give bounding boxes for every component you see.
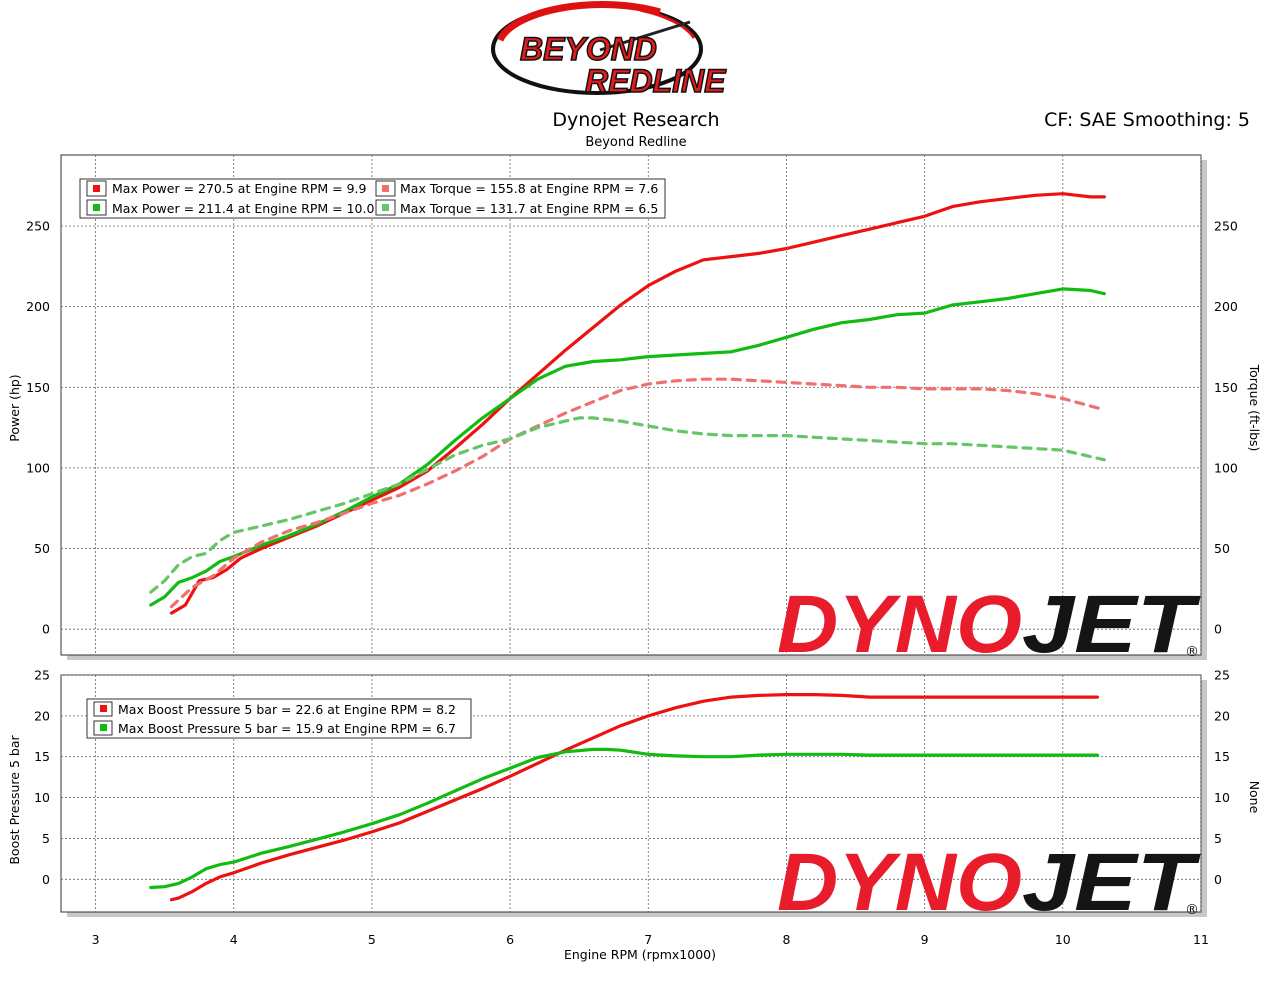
legend-boost-run1: Max Boost Pressure 5 bar = 22.6 at Engin… — [118, 702, 456, 717]
x-tick-label: 11 — [1193, 932, 1209, 947]
y2-tick-label: 0 — [1214, 622, 1222, 637]
y-tick-label: 5 — [42, 831, 50, 846]
boost-right-axis-title: None — [1247, 781, 1262, 814]
y2-tick-label: 250 — [1214, 218, 1238, 233]
legend-torque-run2: Max Torque = 131.7 at Engine RPM = 6.5 — [400, 201, 658, 216]
boost-series-run2 — [149, 747, 1099, 890]
logo-line2: REDLINE — [585, 63, 727, 99]
legend-swatch-power-run2 — [93, 204, 100, 211]
chart-subtitle: Beyond Redline — [585, 135, 686, 150]
y2-tick-label: 100 — [1214, 460, 1238, 475]
watermark-dyno-text: DYNO — [777, 837, 1022, 928]
x-tick-label: 6 — [506, 932, 514, 947]
y-tick-label: 20 — [34, 708, 50, 723]
y-tick-label: 100 — [26, 460, 50, 475]
y2-tick-label: 5 — [1214, 831, 1222, 846]
y2-tick-label: 15 — [1214, 749, 1230, 764]
watermark-jet-text: JET — [1022, 579, 1201, 670]
beyond-redline-logo: BEYOND REDLINE — [491, 1, 728, 100]
y-tick-label: 150 — [26, 380, 50, 395]
y2-tick-label: 20 — [1214, 708, 1230, 723]
x-axis-title: Engine RPM (rpmx1000) — [564, 947, 716, 962]
power-axes: 0 0 50 50 100 100 150 150 200 200 250 250 — [26, 218, 1238, 636]
power-torque-series — [149, 192, 1106, 615]
power-legend: Max Power = 270.5 at Engine RPM = 9.9 Ma… — [79, 178, 666, 219]
legend-swatch-torque-run1 — [382, 185, 389, 192]
y-tick-label: 200 — [26, 299, 50, 314]
watermark-dyno-text: DYNO — [777, 579, 1022, 670]
y-tick-label: 0 — [42, 872, 50, 887]
y-tick-label: 50 — [34, 541, 50, 556]
y2-tick-label: 10 — [1214, 790, 1230, 805]
dynojet-watermark-top: DYNO JET ® — [777, 579, 1201, 670]
legend-swatch-torque-run2 — [382, 204, 389, 211]
power-axis-title: Power (hp) — [7, 374, 22, 441]
dynojet-watermark-bottom: DYNO JET ® — [777, 837, 1201, 928]
y-tick-label: 25 — [34, 668, 50, 683]
x-tick-label: 9 — [921, 932, 929, 947]
power-series-run1 — [169, 192, 1106, 615]
boost-axes: 3 4 5 6 7 8 9 10 11 0 0 5 5 10 10 15 15 20 20 25 25 — [34, 668, 1230, 948]
boost-legend: Max Boost Pressure 5 bar = 22.6 at Engin… — [86, 698, 472, 739]
x-tick-label: 10 — [1055, 932, 1071, 947]
torque-series-run2 — [149, 416, 1106, 594]
watermark-registered-mark: ® — [1185, 902, 1199, 918]
boost-series — [149, 693, 1099, 902]
y2-tick-label: 50 — [1214, 541, 1230, 556]
y-tick-label: 250 — [26, 218, 50, 233]
y2-tick-label: 200 — [1214, 299, 1238, 314]
watermark-registered-mark: ® — [1185, 644, 1199, 660]
legend-boost-run2: Max Boost Pressure 5 bar = 15.9 at Engin… — [118, 721, 456, 736]
legend-swatch-boost-run1 — [100, 705, 107, 712]
boost-axis-title: Boost Pressure 5 bar — [7, 735, 22, 865]
legend-swatch-power-run1 — [93, 185, 100, 192]
cf-smoothing-info: CF: SAE Smoothing: 5 — [1044, 109, 1250, 131]
power-grid — [61, 155, 1202, 655]
torque-axis-title: Torque (ft-lbs) — [1247, 364, 1262, 452]
torque-series-run1 — [169, 377, 1106, 609]
y-tick-label: 0 — [42, 622, 50, 637]
logo-line1: BEYOND — [520, 31, 657, 67]
y-tick-label: 10 — [34, 790, 50, 805]
x-tick-label: 3 — [92, 932, 100, 947]
chart-title: Dynojet Research — [552, 109, 719, 131]
x-tick-label: 8 — [782, 932, 790, 947]
y2-tick-label: 25 — [1214, 668, 1230, 683]
x-tick-label: 4 — [230, 932, 238, 947]
y-tick-label: 15 — [34, 749, 50, 764]
legend-power-run2: Max Power = 211.4 at Engine RPM = 10.0 — [112, 201, 374, 216]
legend-swatch-boost-run2 — [100, 724, 107, 731]
power-plot-frame — [60, 154, 1202, 656]
x-tick-label: 5 — [368, 932, 376, 947]
x-tick-label: 7 — [644, 932, 652, 947]
legend-power-run1: Max Power = 270.5 at Engine RPM = 9.9 — [112, 181, 366, 196]
legend-torque-run1: Max Torque = 155.8 at Engine RPM = 7.6 — [400, 181, 658, 196]
y2-tick-label: 0 — [1214, 872, 1222, 887]
boost-series-run1 — [169, 693, 1099, 902]
y2-tick-label: 150 — [1214, 380, 1238, 395]
watermark-jet-text: JET — [1022, 837, 1201, 928]
